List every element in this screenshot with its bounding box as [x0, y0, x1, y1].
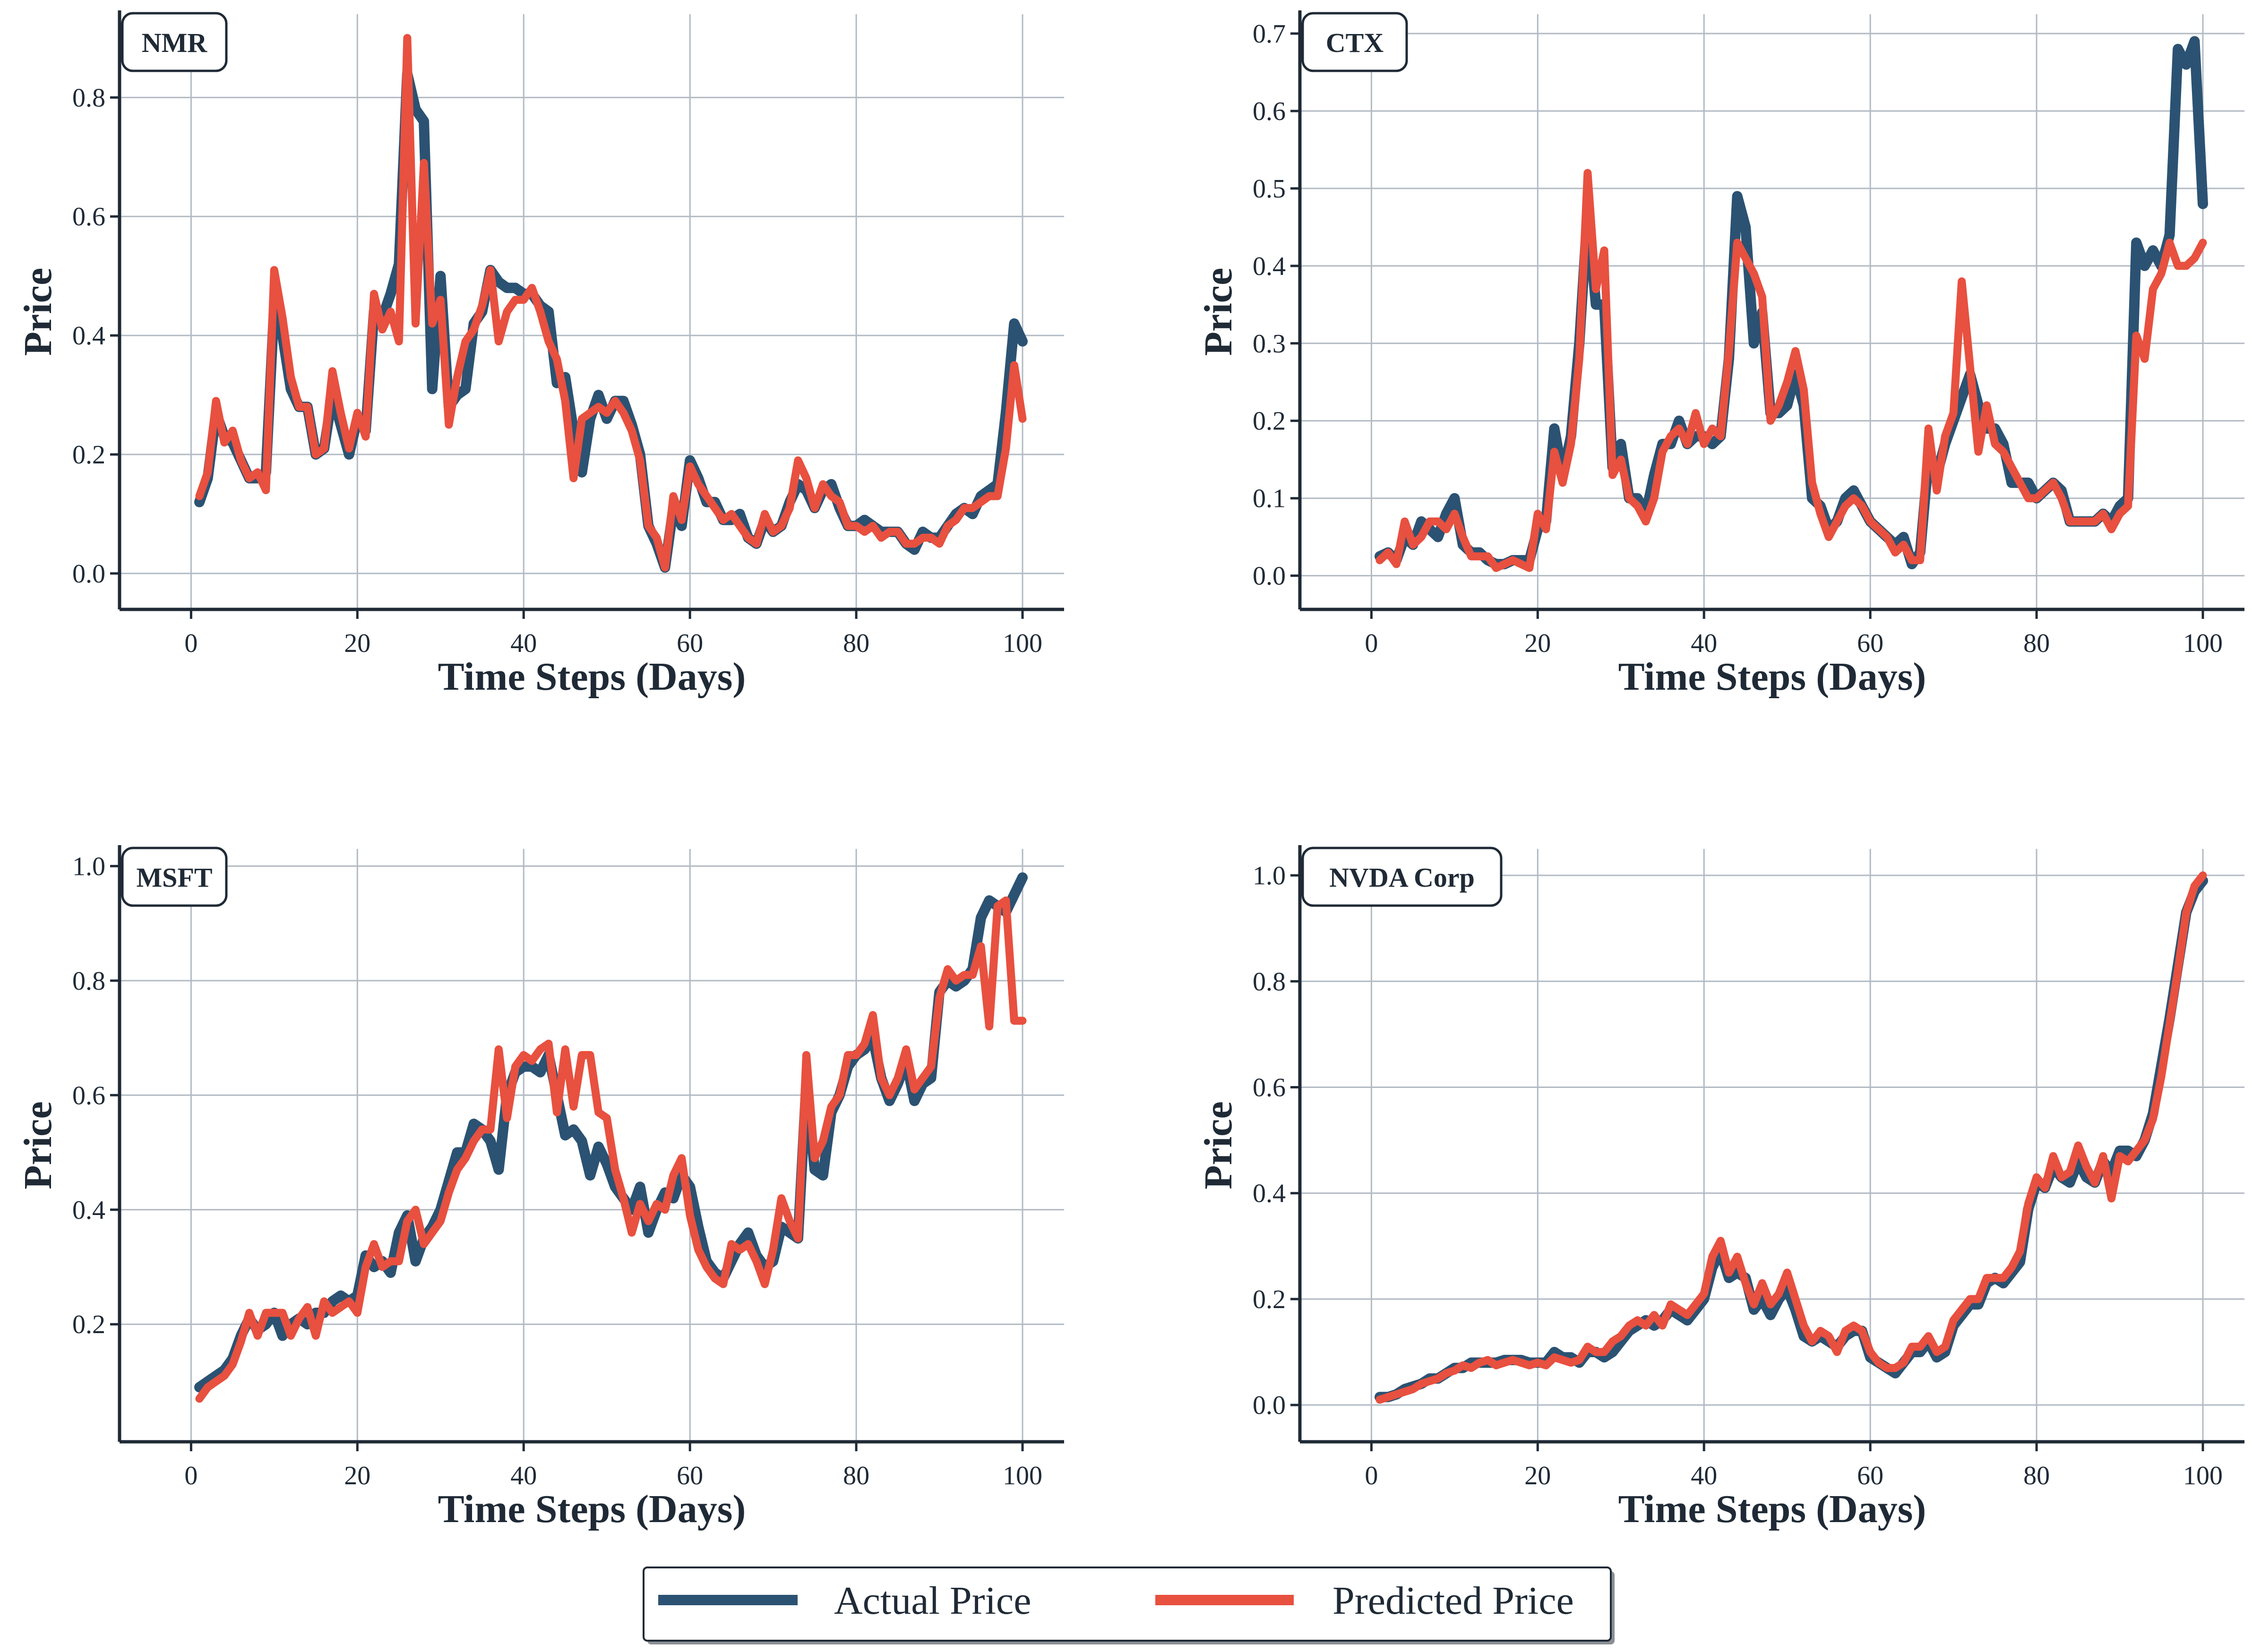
- y-tick-label: 1.0: [72, 852, 105, 881]
- y-axis-title: Price: [1196, 1101, 1240, 1190]
- x-tick-label: 80: [843, 629, 869, 658]
- y-axis-title: Price: [16, 268, 60, 356]
- legend-label-actual: Actual Price: [834, 1579, 1031, 1623]
- y-tick-label: 0.6: [1253, 97, 1286, 126]
- y-tick-label: 0.8: [72, 967, 105, 996]
- legend-label-predicted: Predicted Price: [1332, 1579, 1574, 1623]
- x-tick-label: 100: [1003, 629, 1042, 658]
- predicted-price-line: [195, 896, 1027, 1403]
- y-tick-label: 0.4: [1253, 252, 1286, 281]
- y-tick-label: 0.3: [1253, 329, 1286, 359]
- actual-price-line: [1375, 875, 2208, 1403]
- y-tick-label: 1.0: [1253, 861, 1286, 890]
- y-tick-label: 0.8: [1253, 967, 1286, 996]
- y-tick-label: 0.2: [72, 1310, 105, 1339]
- x-tick-label: 20: [344, 1461, 370, 1490]
- predicted-price-line: [195, 34, 1027, 572]
- x-axis-title: Time Steps (Days): [438, 655, 746, 699]
- y-tick-label: 0.4: [1253, 1179, 1286, 1208]
- y-tick-label: 0.7: [1253, 19, 1286, 49]
- y-tick-label: 0.2: [1253, 407, 1286, 436]
- x-tick-label: 0: [184, 1461, 198, 1490]
- predicted-price-line: [1375, 169, 2207, 572]
- y-tick-label: 0.4: [72, 1196, 105, 1225]
- subplot-nvda-corp: 0 20 40 60 80 100 0.0 0.2 0.4 0.6 0.8 1.0 Time Steps…: [1196, 845, 2244, 1531]
- subplot-ctx: 0 20 40 60 80 100 0.0 0.1 0.2 0.3 0.4 0.5 0.6 0.7 Time…: [1196, 10, 2244, 699]
- y-tick-label: 0.0: [1253, 1391, 1286, 1420]
- x-tick-label: 0: [184, 629, 198, 658]
- ticker-badge: [1301, 12, 1408, 72]
- actual-price-line: [194, 68, 1028, 573]
- actual-price-line: [1375, 36, 2208, 570]
- y-tick-label: 0.6: [1253, 1073, 1286, 1102]
- x-tick-label: 0: [1365, 1461, 1378, 1490]
- x-tick-label: 80: [843, 1461, 869, 1490]
- x-tick-label: 100: [1003, 1461, 1042, 1490]
- predicted-price-line: [1375, 871, 2207, 1404]
- y-tick-label: 0.6: [72, 202, 105, 231]
- legend: Actual Price Predicted Price: [643, 1566, 1615, 1644]
- y-tick-label: 0.1: [1253, 484, 1286, 514]
- y-tick-label: 0.2: [72, 440, 105, 470]
- y-axis-title: Price: [16, 1101, 60, 1190]
- ticker-label: CTX: [1326, 27, 1384, 58]
- x-tick-label: 20: [1524, 629, 1551, 658]
- y-tick-label: 0.4: [72, 321, 105, 351]
- ticker-badge: [121, 12, 228, 72]
- x-tick-label: 20: [344, 629, 370, 658]
- x-tick-label: 40: [510, 1461, 537, 1490]
- y-tick-label: 0.8: [72, 83, 105, 112]
- x-tick-label: 60: [677, 1461, 703, 1490]
- ticker-badge: [121, 847, 228, 907]
- x-tick-label: 40: [1691, 1461, 1717, 1490]
- ticker-label: MSFT: [136, 862, 212, 893]
- x-tick-label: 80: [2023, 1461, 2050, 1490]
- y-tick-label: 0.6: [72, 1081, 105, 1110]
- x-axis-title: Time Steps (Days): [1618, 655, 1926, 699]
- x-tick-label: 40: [1691, 629, 1717, 658]
- x-tick-label: 40: [510, 629, 537, 658]
- x-tick-label: 100: [2183, 629, 2223, 658]
- x-axis-title: Time Steps (Days): [1618, 1487, 1926, 1531]
- legend-box: [643, 1566, 1612, 1642]
- ticker-label: NVDA Corp: [1329, 862, 1475, 893]
- ticker-badge: [1301, 847, 1503, 907]
- x-tick-label: 80: [2023, 629, 2050, 658]
- x-tick-label: 60: [677, 629, 703, 658]
- x-tick-label: 100: [2183, 1461, 2223, 1490]
- y-tick-label: 0.2: [1253, 1285, 1286, 1314]
- y-axis-title: Price: [1196, 268, 1240, 356]
- y-tick-label: 0.0: [72, 559, 105, 589]
- subplot-nmr: 0 20 40 60 80 100 0.0 0.2 0.4 0.6 0.8 Time Steps (D…: [16, 10, 1064, 699]
- y-tick-label: 0.0: [1253, 562, 1286, 591]
- x-tick-label: 60: [1857, 629, 1883, 658]
- x-axis-title: Time Steps (Days): [438, 1487, 746, 1531]
- x-tick-label: 60: [1857, 1461, 1883, 1490]
- ticker-label: NMR: [142, 27, 208, 58]
- x-tick-label: 20: [1524, 1461, 1551, 1490]
- y-tick-label: 0.5: [1253, 174, 1286, 204]
- x-tick-label: 0: [1365, 629, 1378, 658]
- subplot-msft: 0 20 40 60 80 100 0.2 0.4 0.6 0.8 1.0 Time Steps (D…: [16, 845, 1064, 1531]
